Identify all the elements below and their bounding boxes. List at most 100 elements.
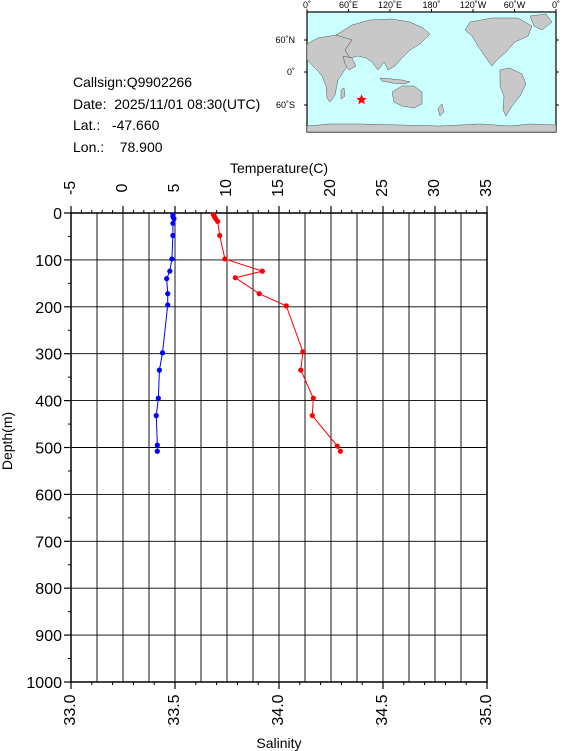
temperature-point <box>232 275 238 281</box>
land-australia <box>391 85 423 109</box>
lat-row: Lat.: -47.660 <box>73 115 260 137</box>
salinity-point <box>171 216 177 222</box>
salinity-point <box>153 413 159 419</box>
depth-tick-label: 500 <box>35 441 62 458</box>
lon-value: 78.900 <box>119 138 163 155</box>
salinity-tick-label: 34.5 <box>374 694 391 725</box>
temperature-point <box>298 367 304 373</box>
depth-tick-label: 1000 <box>26 675 62 692</box>
callsign-value: Q9902266 <box>126 74 193 90</box>
map-lon-label: 180˚ <box>422 0 440 10</box>
salinity-tick-label: 33.5 <box>166 694 183 725</box>
temperature-point <box>259 268 265 274</box>
station-star-icon <box>356 94 367 105</box>
temperature-point <box>283 303 289 309</box>
temperature-tick-label: 5 <box>166 183 183 192</box>
lat-label: Lat.: <box>73 117 101 133</box>
map-lon-labels: 0˚ 60˚E 120˚E 180˚ 120˚W 60˚W 0˚ <box>303 0 560 10</box>
temperature-tick-label: 0 <box>114 183 131 192</box>
salinity-point <box>164 276 170 282</box>
salinity-point <box>170 220 176 226</box>
salinity-tick-label: 35.0 <box>478 694 495 725</box>
temperature-point <box>215 218 221 225</box>
depth-tick-label: 300 <box>35 347 62 364</box>
salinity-point <box>165 291 171 297</box>
temperature-tick-label: -5 <box>62 181 79 195</box>
lat-value: -47.660 <box>111 117 160 133</box>
bottom-axis-label: Salinity <box>256 735 301 751</box>
land-greenland <box>529 13 553 31</box>
depth-ticks: 0 100 200 300 400 500 600 700 800 900 1000 <box>26 206 71 692</box>
chart-series <box>153 212 343 454</box>
map-lat-label: 60˚S <box>276 100 295 110</box>
temperature-tick-label: 15 <box>270 179 287 197</box>
date-row: Date: 2025/11/01 08:30(UTC) <box>73 94 260 116</box>
salinity-point <box>156 367 162 373</box>
date-value: 2025/11/01 08:30(UTC) <box>114 95 261 112</box>
map-lat-label: 60˚N <box>275 35 295 45</box>
map-lon-label: 0˚ <box>303 0 311 10</box>
depth-tick-label: 800 <box>35 581 62 598</box>
left-axis-label: Depth(m) <box>0 412 15 470</box>
map-lon-label: 120˚W <box>460 0 487 10</box>
depth-tick-label: 600 <box>35 487 62 504</box>
map-lon-label: 0˚ <box>552 0 560 10</box>
map-lon-label: 60˚E <box>339 0 358 10</box>
temperature-tick-label: 20 <box>322 179 339 197</box>
temperature-tick-label: 35 <box>478 179 495 197</box>
map-lat-ticks <box>304 39 559 106</box>
land-madagascar <box>340 87 346 100</box>
location-map: 0˚ 60˚E 120˚E 180˚ 120˚W 60˚W 0˚ 60˚N 0˚ 60˚S <box>275 0 560 133</box>
station-info: Callsign:Q9902266 Date: 2025/11/01 08:30… <box>73 72 260 158</box>
callsign-label: Callsign: <box>73 74 127 90</box>
land-north-america <box>464 17 533 67</box>
map-lon-label: 120˚E <box>378 0 402 10</box>
callsign-row: Callsign:Q9902266 <box>73 72 260 94</box>
depth-tick-label: 200 <box>35 300 62 317</box>
map-lat-label: 0˚ <box>287 67 295 77</box>
map-land <box>306 13 557 133</box>
temperature-point <box>217 232 223 239</box>
land-south-america <box>499 67 527 117</box>
salinity-tick-label: 33.0 <box>62 694 79 725</box>
temperature-point <box>310 395 316 401</box>
temperature-point <box>334 443 340 449</box>
salinity-point <box>165 302 171 308</box>
salinity-line <box>155 214 175 452</box>
depth-tick-label: 100 <box>35 253 62 270</box>
salinity-point <box>154 448 160 454</box>
temperature-line <box>213 214 341 452</box>
land-asia <box>335 18 431 71</box>
lon-row: Lon.: 78.900 <box>73 137 260 159</box>
depth-tick-label: 0 <box>53 206 62 223</box>
salinity-ticks: 33.0 33.5 34.0 34.5 35.0 <box>62 682 495 726</box>
temperature-point <box>256 291 262 297</box>
land-arabia <box>342 55 357 71</box>
lon-label: Lon.: <box>73 138 105 155</box>
temperature-point <box>309 413 315 419</box>
salinity-point <box>155 395 161 401</box>
temperature-point <box>222 256 228 262</box>
temperature-tick-label: 10 <box>218 179 235 197</box>
temperature-point <box>300 349 306 355</box>
top-axis-label: Temperature(C) <box>230 160 328 176</box>
salinity-point <box>167 268 173 274</box>
map-lon-label: 60˚W <box>504 0 526 10</box>
salinity-tick-label: 34.0 <box>270 694 287 725</box>
temperature-point <box>337 448 343 454</box>
temperature-tick-label: 30 <box>426 179 443 197</box>
depth-tick-label: 700 <box>35 534 62 551</box>
land-antarctica <box>306 123 557 133</box>
chart-grid <box>70 212 488 683</box>
temperature-ticks: -5 0 5 10 15 20 25 30 35 <box>62 179 495 213</box>
salinity-point <box>154 442 160 448</box>
land-indonesia <box>379 77 411 85</box>
salinity-point <box>170 232 176 239</box>
temperature-tick-label: 25 <box>374 179 391 197</box>
depth-tick-label: 900 <box>35 628 62 645</box>
salinity-point <box>169 256 175 262</box>
depth-tick-label: 400 <box>35 394 62 411</box>
map-lon-ticks <box>306 9 557 12</box>
map-lat-labels: 60˚N 0˚ 60˚S <box>275 35 295 110</box>
